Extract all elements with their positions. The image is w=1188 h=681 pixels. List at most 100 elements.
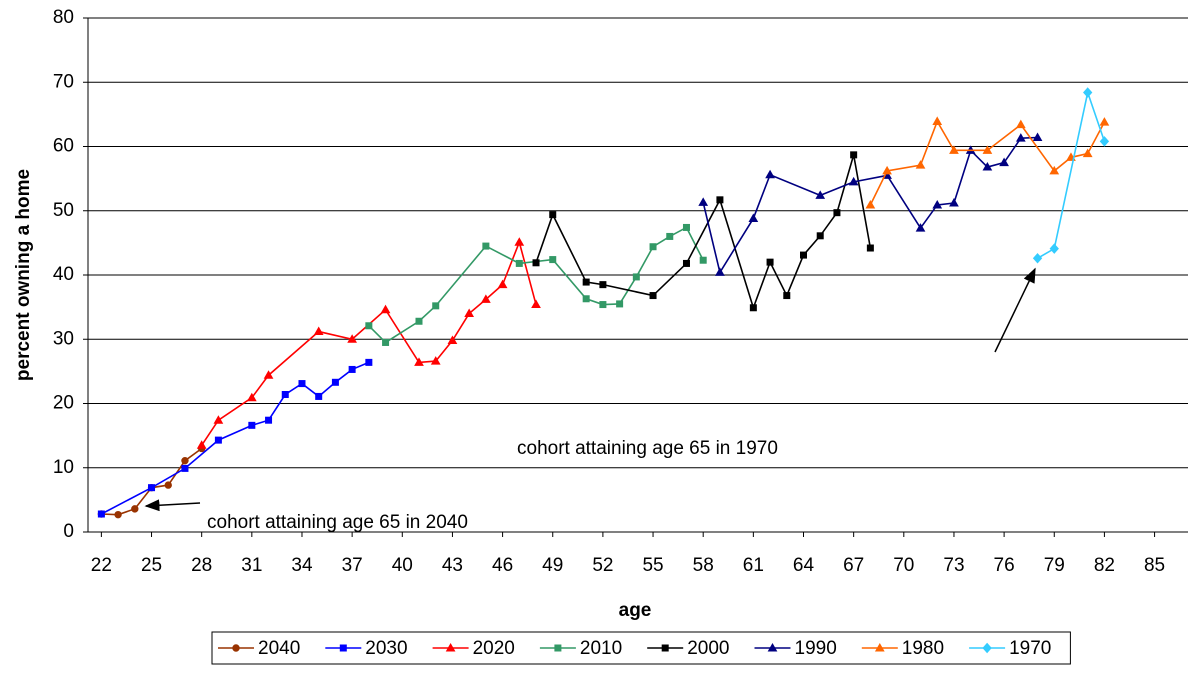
data-point	[882, 165, 892, 175]
x-tick-label: 31	[241, 555, 262, 576]
data-point	[181, 456, 189, 465]
data-point	[699, 256, 707, 264]
data-point	[1032, 132, 1043, 142]
series-line	[1037, 89, 1106, 259]
legend-marker	[445, 642, 456, 652]
legend-label: 1990	[795, 638, 837, 659]
data-point	[196, 440, 207, 449]
data-point	[97, 510, 105, 518]
data-point	[716, 196, 724, 204]
data-point	[1015, 133, 1026, 142]
data-point	[1015, 119, 1026, 129]
data-point	[999, 157, 1009, 167]
data-point	[482, 242, 490, 250]
data-point	[865, 199, 876, 209]
x-axis-label: age	[619, 600, 652, 621]
data-point	[599, 281, 607, 289]
data-point	[531, 299, 541, 309]
x-tick-label: 52	[592, 555, 613, 576]
annotation-arrow	[144, 499, 201, 512]
x-tick-label: 85	[1144, 555, 1165, 576]
legend-entry: 2020	[432, 638, 515, 659]
data-point	[148, 484, 156, 492]
data-point	[833, 209, 841, 217]
data-point	[1083, 87, 1093, 98]
x-tick-label: 82	[1094, 555, 1115, 576]
data-point	[915, 223, 926, 232]
x-tick-label: 61	[743, 555, 764, 576]
data-point	[783, 292, 791, 300]
x-tick-label: 37	[342, 555, 363, 576]
data-point	[715, 267, 725, 276]
data-point	[1099, 136, 1110, 147]
data-point	[682, 223, 690, 231]
data-point	[481, 294, 491, 303]
data-point	[848, 176, 859, 186]
x-tick-label: 28	[191, 555, 212, 576]
data-point	[214, 436, 222, 444]
legend-label: 2040	[258, 638, 300, 659]
series-line	[201, 239, 537, 446]
x-tick-label: 49	[542, 555, 563, 576]
y-tick-label: 40	[53, 264, 74, 285]
x-tick-label: 76	[994, 555, 1015, 576]
legend-entry: 1970	[969, 638, 1051, 659]
legend-marker	[661, 644, 669, 652]
data-point	[432, 302, 440, 310]
x-tick-label: 58	[693, 555, 714, 576]
data-point	[213, 415, 224, 424]
data-point	[380, 304, 391, 314]
data-point	[315, 392, 323, 400]
data-point	[1099, 117, 1110, 126]
x-tick-label: 64	[793, 555, 815, 576]
x-tick-label: 70	[893, 555, 914, 576]
x-tick-label: 34	[291, 555, 313, 576]
data-point	[1049, 243, 1059, 254]
legend-marker	[982, 642, 992, 654]
y-tick-label: 80	[53, 7, 74, 28]
data-point	[549, 211, 557, 219]
data-point	[365, 358, 373, 366]
data-point	[114, 510, 122, 519]
data-point	[616, 300, 624, 308]
data-point	[748, 213, 759, 222]
data-point	[248, 421, 256, 429]
legend-marker	[232, 644, 240, 652]
y-tick-label: 70	[53, 71, 74, 92]
data-point	[698, 197, 709, 206]
legend-label: 2010	[580, 638, 622, 659]
data-point	[932, 116, 943, 125]
legend-marker	[339, 644, 347, 652]
legend-entry: 2010	[539, 638, 622, 659]
legend-marker	[767, 642, 778, 652]
data-point	[263, 370, 274, 379]
data-point	[181, 464, 189, 472]
x-tick-label: 73	[943, 555, 964, 576]
data-point	[632, 273, 640, 281]
annotation-arrow	[994, 267, 1036, 353]
legend-marker	[874, 642, 885, 652]
data-point	[246, 392, 257, 402]
data-point	[915, 160, 926, 169]
legend-label: 1980	[902, 638, 944, 659]
x-tick-label: 55	[642, 555, 663, 576]
y-tick-label: 60	[53, 136, 74, 157]
data-point	[415, 317, 423, 325]
data-point	[649, 292, 657, 300]
annotation: cohort attaining age 65 in 2040	[207, 512, 468, 533]
data-point	[666, 232, 674, 240]
data-point	[866, 244, 874, 252]
data-point	[982, 145, 993, 154]
data-point	[1082, 148, 1093, 158]
legend-label: 2000	[687, 638, 729, 659]
data-point	[281, 391, 289, 399]
data-point	[949, 145, 959, 154]
x-tick-label: 79	[1044, 555, 1065, 576]
y-tick-label: 20	[53, 393, 74, 414]
data-point	[749, 304, 757, 312]
data-point	[816, 232, 824, 240]
data-point	[1032, 253, 1043, 264]
data-point	[131, 505, 139, 513]
data-point	[549, 256, 557, 264]
